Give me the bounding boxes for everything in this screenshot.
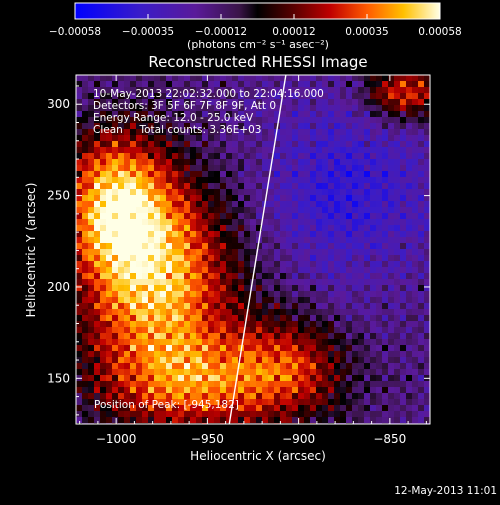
plot-frame — [75, 74, 431, 425]
colorbar-tick-label: −0.00035 — [122, 26, 174, 38]
footer-date: 12-May-2013 11:01 — [394, 485, 497, 497]
peak-position-label: Position of Peak: [-945,182] — [94, 399, 239, 411]
info-detectors: Detectors: 3F 5F 6F 7F 8F 9F, Att 0 — [93, 100, 276, 112]
y-axis-label: Heliocentric Y (arcsec) — [24, 183, 38, 318]
info-time-range: 10-May-2013 22:02:32.000 to 22:04:16.000 — [93, 88, 324, 100]
colorbar-tick-label: 0.00035 — [345, 26, 388, 38]
chart-title: Reconstructed RHESSI Image — [148, 53, 367, 71]
y-tick-label: 150 — [47, 371, 70, 385]
info-clean-counts: Clean Total counts: 3.36E+03 — [93, 124, 262, 136]
x-axis-label: Heliocentric X (arcsec) — [190, 449, 326, 463]
colorbar-tick-label: 0.00058 — [418, 26, 461, 38]
colorbar-ticks: −0.00058 −0.00035 −0.00012 0.00012 0.00035 0.… — [49, 14, 462, 38]
y-tick-label: 200 — [47, 280, 70, 294]
solar-limb-line — [228, 75, 287, 424]
colorbar-units-label: (photons cm⁻² s⁻¹ asec⁻²) — [187, 38, 329, 51]
colorbar — [74, 2, 441, 20]
y-tick-label: 300 — [47, 97, 70, 111]
x-tick-label: −1000 — [96, 432, 137, 446]
y-tick-label: 250 — [47, 189, 70, 203]
colorbar-tick-label: 0.00012 — [272, 26, 315, 38]
x-tick-label: −850 — [373, 432, 406, 446]
colorbar-tick-label: −0.00012 — [195, 26, 247, 38]
x-axis-ticks: −1000 −950 −900 −850 — [79, 75, 427, 446]
heatmap-image — [76, 75, 430, 424]
x-tick-label: −950 — [191, 432, 224, 446]
x-tick-label: −900 — [282, 432, 315, 446]
colorbar-tick-label: −0.00058 — [49, 26, 101, 38]
y-axis-ticks: 150 200 250 300 — [47, 85, 430, 416]
info-energy-range: Energy Range: 12.0 - 25.0 keV — [93, 112, 254, 124]
